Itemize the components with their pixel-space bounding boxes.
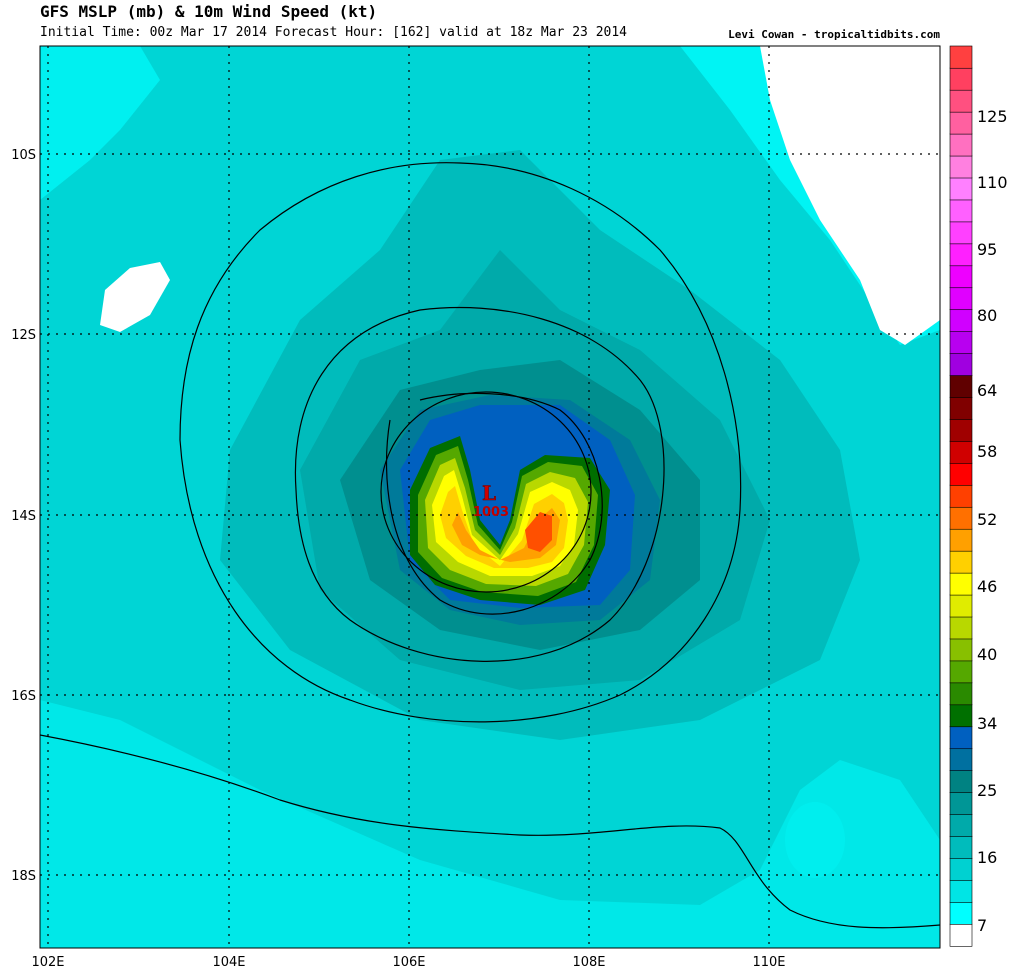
colorbar-swatch — [949, 792, 973, 815]
colorbar-swatch — [949, 813, 973, 837]
colorbar-swatch — [949, 704, 973, 728]
map-subtitle: Initial Time: 00z Mar 17 2014 Forecast H… — [40, 25, 627, 40]
colorbar-swatch — [949, 770, 973, 793]
colorbar-swatch — [949, 67, 973, 91]
colorbar-label: 80 — [977, 306, 997, 325]
low-pressure-value: 1003 — [473, 505, 509, 520]
colorbar-label: 25 — [977, 781, 997, 800]
colorbar-label: 64 — [977, 381, 997, 400]
lat-label: 18S — [11, 869, 36, 884]
colorbar-swatch — [949, 506, 973, 530]
colorbar-swatch — [949, 309, 973, 332]
longitude-labels: 102E 104E 106E 108E 110E — [31, 955, 785, 970]
colorbar-label: 58 — [977, 442, 997, 461]
colorbar-swatch — [949, 572, 973, 596]
low-pressure-symbol: L — [482, 481, 496, 505]
colorbar-label: 16 — [977, 848, 997, 867]
colorbar-swatch — [949, 901, 973, 925]
map-title: GFS MSLP (mb) & 10m Wind Speed (kt) — [40, 2, 378, 21]
colorbar-swatch — [949, 484, 973, 508]
colorbar-swatch — [949, 396, 973, 420]
colorbar-swatch — [949, 726, 973, 750]
lat-label: 10S — [11, 148, 36, 163]
colorbar — [949, 45, 973, 947]
colorbar-label: 7 — [977, 916, 987, 935]
colorbar-swatch — [949, 660, 973, 684]
colorbar-swatch — [949, 616, 973, 640]
latitude-labels: 10S 12S 14S 16S 18S — [11, 148, 36, 884]
colorbar-swatch — [949, 682, 973, 706]
colorbar-swatch — [949, 418, 973, 442]
colorbar-label: 46 — [977, 577, 997, 596]
colorbar-swatch — [949, 199, 973, 223]
colorbar-swatch — [949, 857, 973, 881]
colorbar-label: 95 — [977, 240, 997, 259]
lon-label: 110E — [752, 955, 785, 970]
colorbar-swatch — [949, 440, 973, 464]
colorbar-swatch — [949, 287, 973, 311]
colorbar-swatch — [949, 89, 973, 113]
lat-label: 14S — [11, 509, 36, 524]
colorbar-swatch — [949, 45, 973, 69]
wind-field — [40, 46, 940, 948]
colorbar-label: 34 — [977, 714, 997, 733]
lat-label: 12S — [11, 328, 36, 343]
lat-label: 16S — [11, 689, 36, 704]
colorbar-swatch — [949, 155, 973, 179]
colorbar-swatch — [949, 221, 973, 245]
colorbar-swatch — [949, 265, 973, 289]
colorbar-label: 40 — [977, 645, 997, 664]
lon-label: 108E — [572, 955, 605, 970]
lon-label: 106E — [392, 955, 425, 970]
isobars — [40, 162, 940, 929]
colorbar-swatch — [949, 879, 973, 903]
colorbar-swatch — [949, 133, 973, 157]
colorbar-swatch — [949, 923, 973, 947]
colorbar-swatch — [949, 748, 973, 771]
graticule — [40, 46, 940, 948]
colorbar-swatch — [949, 353, 973, 376]
lon-label: 104E — [212, 955, 245, 970]
colorbar-swatch — [949, 462, 973, 486]
colorbar-swatch — [949, 550, 973, 574]
colorbar-label: 110 — [977, 173, 1008, 192]
colorbar-swatch — [949, 594, 973, 618]
colorbar-swatch — [949, 374, 973, 398]
colorbar-swatch — [949, 111, 973, 135]
colorbar-labels: 125 110 95 80 64 58 52 46 40 34 25 16 7 — [977, 107, 1008, 935]
credit-text: Levi Cowan - tropicaltidbits.com — [728, 28, 940, 41]
colorbar-swatch — [949, 528, 973, 552]
colorbar-label: 52 — [977, 510, 997, 529]
lon-label: 102E — [31, 955, 64, 970]
colorbar-swatch — [949, 243, 973, 267]
colorbar-swatch — [949, 331, 973, 354]
colorbar-swatch — [949, 638, 973, 662]
colorbar-label: 125 — [977, 107, 1008, 126]
colorbar-swatch — [949, 177, 973, 201]
colorbar-swatch — [949, 835, 973, 859]
